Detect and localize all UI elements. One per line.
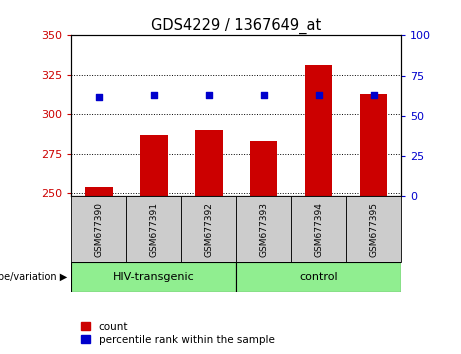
Legend: count, percentile rank within the sample: count, percentile rank within the sample bbox=[77, 317, 278, 349]
Bar bbox=[236, 196, 291, 262]
Point bbox=[260, 92, 267, 98]
Bar bbox=[140, 135, 168, 196]
Point bbox=[95, 94, 103, 99]
Title: GDS4229 / 1367649_at: GDS4229 / 1367649_at bbox=[151, 18, 321, 34]
Bar bbox=[346, 196, 401, 262]
Bar bbox=[126, 196, 181, 262]
Point bbox=[370, 92, 377, 98]
Bar bbox=[305, 65, 332, 196]
Text: GSM677394: GSM677394 bbox=[314, 202, 323, 257]
Text: GSM677392: GSM677392 bbox=[204, 202, 213, 257]
Bar bbox=[71, 262, 236, 292]
Text: genotype/variation ▶: genotype/variation ▶ bbox=[0, 272, 67, 282]
Text: GSM677390: GSM677390 bbox=[95, 202, 103, 257]
Point bbox=[315, 92, 322, 98]
Bar bbox=[360, 94, 387, 196]
Bar bbox=[291, 196, 346, 262]
Text: control: control bbox=[299, 272, 338, 282]
Text: GSM677391: GSM677391 bbox=[149, 202, 159, 257]
Text: HIV-transgenic: HIV-transgenic bbox=[113, 272, 195, 282]
Bar bbox=[250, 141, 278, 196]
Text: GSM677395: GSM677395 bbox=[369, 202, 378, 257]
Point bbox=[150, 92, 158, 98]
Bar bbox=[195, 130, 223, 196]
Bar bbox=[181, 196, 236, 262]
Bar bbox=[71, 196, 126, 262]
Bar bbox=[85, 187, 112, 196]
Bar bbox=[236, 262, 401, 292]
Text: GSM677393: GSM677393 bbox=[259, 202, 268, 257]
Point bbox=[205, 92, 213, 98]
